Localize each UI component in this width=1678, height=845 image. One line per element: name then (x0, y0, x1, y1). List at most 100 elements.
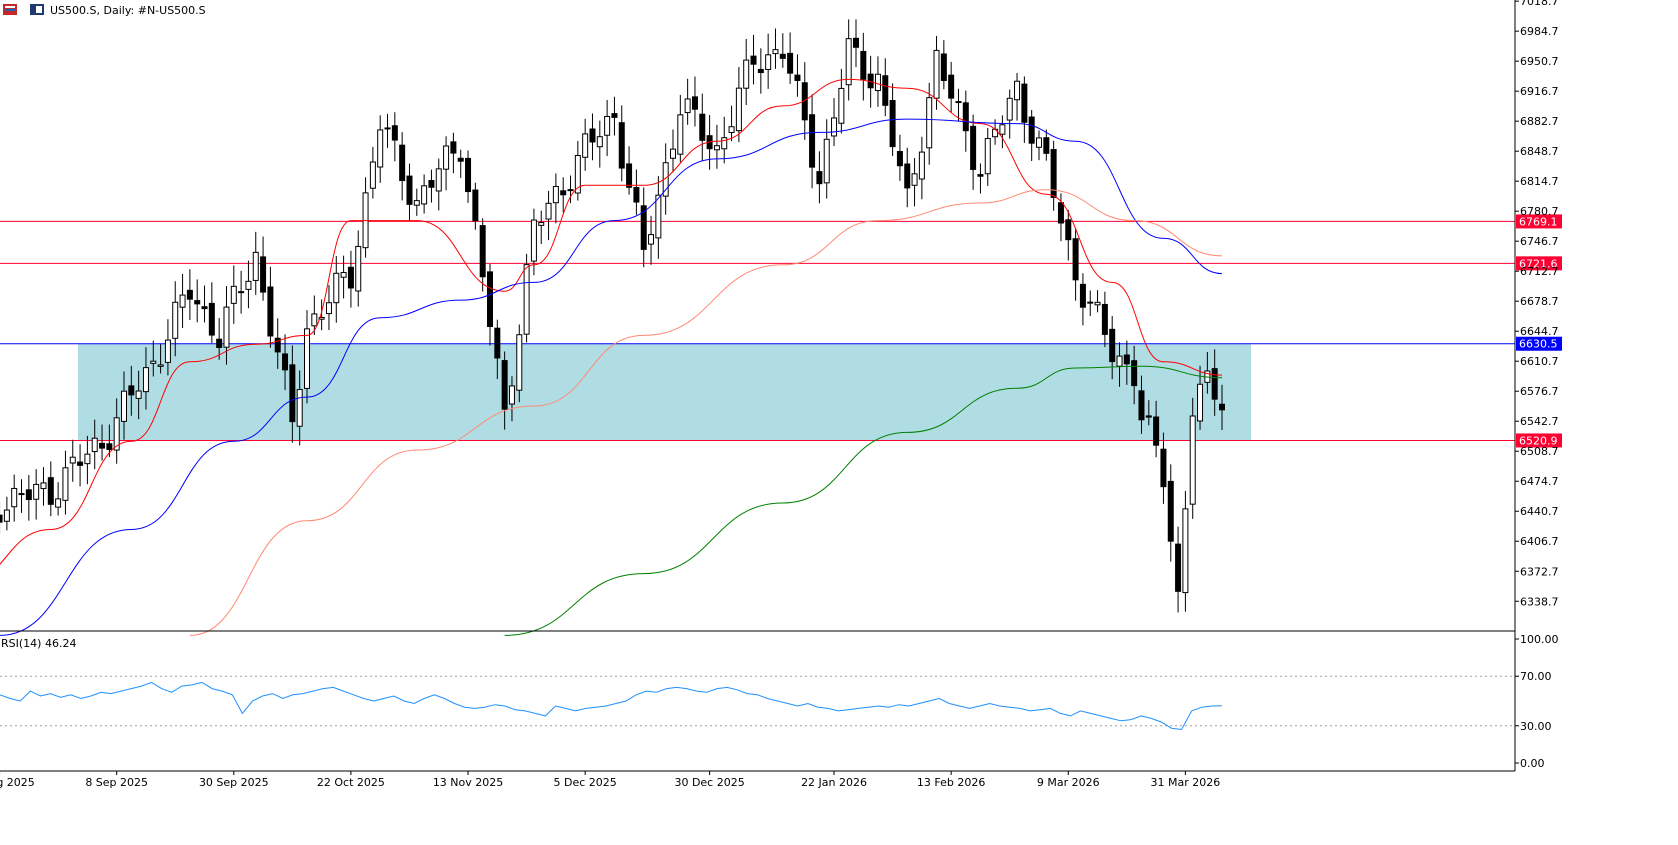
candle (735, 67, 742, 143)
candle-body-down (955, 101, 962, 104)
candle (831, 98, 838, 147)
candle-body-up (984, 138, 991, 175)
candle-body-down (428, 180, 435, 188)
candle (355, 230, 362, 307)
date-tick-label: 22 Oct 2025 (317, 776, 385, 789)
candle-body-up (333, 272, 340, 304)
candle (670, 129, 676, 173)
candle (1145, 400, 1152, 426)
candle (1006, 89, 1013, 139)
candle-body-up (530, 219, 537, 262)
support-zone (78, 343, 1251, 441)
candle-body-up (670, 148, 676, 159)
price-tick-label: 6712.7 (1520, 265, 1559, 278)
symbol-flag-icon-stripe (36, 6, 42, 13)
candle-body-up (435, 168, 442, 192)
candle (413, 188, 420, 216)
candle (1065, 209, 1072, 261)
candle-body-down (391, 125, 398, 141)
candle-body-down (501, 360, 508, 410)
candle (267, 266, 274, 348)
candle-body-up (1197, 383, 1204, 422)
candle (882, 58, 889, 117)
candle (655, 176, 662, 259)
candle-body-down (1219, 403, 1225, 411)
date-tick-label: 30 Dec 2025 (674, 776, 744, 789)
price-tick-label: 6372.7 (1520, 565, 1559, 578)
candle-body-up (677, 114, 684, 155)
candle-body-down (970, 125, 977, 170)
candle (0, 502, 3, 534)
candle (574, 140, 581, 201)
candle (691, 76, 698, 127)
chart-window-icon[interactable] (3, 4, 17, 15)
candle-body-down (457, 157, 464, 162)
candle (494, 319, 501, 380)
candle-body-up (164, 339, 171, 363)
date-tick-label: 22 Jan 2026 (801, 776, 867, 789)
candle-body-up (33, 483, 40, 500)
candle (596, 120, 603, 168)
candle (523, 253, 530, 343)
candle (1050, 140, 1057, 211)
candle (1123, 340, 1130, 385)
candle (47, 461, 54, 517)
candle (1072, 228, 1079, 301)
price-tick-label: 6508.7 (1520, 445, 1559, 458)
candle-body-up (1006, 97, 1013, 121)
candle-body-up (304, 328, 310, 389)
candle-body-up (596, 136, 603, 148)
candle-body-down (487, 271, 493, 327)
candle-body-down (465, 157, 472, 193)
candle (1109, 316, 1116, 380)
candle-body-up (552, 185, 559, 204)
candle-body-up (443, 145, 450, 170)
candle-body-up (318, 317, 325, 320)
candle-body-up (823, 138, 830, 184)
candle (84, 435, 91, 485)
candle-body-down (1211, 368, 1218, 400)
candle (1138, 375, 1145, 434)
candle-body-down (1087, 301, 1094, 304)
symbol-flag-icon (30, 4, 44, 15)
candle (1153, 400, 1160, 458)
candle-body-down (904, 163, 911, 189)
candle (940, 40, 947, 90)
candle (728, 105, 735, 142)
price-tick-label: 6338.7 (1520, 595, 1559, 608)
rsi-plot (0, 675, 1515, 731)
candle-body-up (538, 222, 545, 226)
candle-body-up (3, 509, 10, 522)
candle (904, 147, 911, 208)
candle (1182, 490, 1189, 612)
candle (384, 113, 391, 148)
price-tick-label: 6576.7 (1520, 385, 1559, 398)
candle (1079, 273, 1086, 326)
candle (713, 124, 720, 169)
candle-body-down (106, 443, 113, 450)
candle (1211, 349, 1218, 416)
candle-body-down (633, 187, 640, 203)
candle-body-down (860, 50, 867, 80)
candle-body-up (179, 294, 186, 308)
candle-body-up (230, 285, 237, 304)
candle-body-up (545, 202, 552, 220)
candle (245, 260, 252, 309)
candle-body-up (1116, 355, 1123, 367)
candle (289, 345, 296, 443)
candle (999, 115, 1006, 149)
candle-body-down (128, 385, 135, 396)
candle (142, 347, 149, 410)
candle-body-down (406, 175, 413, 205)
level-badge-label: 6769.1 (1519, 215, 1558, 228)
candle-body-down (618, 122, 625, 169)
candle-body-down (1131, 360, 1138, 387)
symbol-title: US500.S, Daily: #N-US500.S (50, 4, 206, 17)
candle-body-up (911, 173, 918, 186)
date-tick-label: 5 Dec 2025 (554, 776, 617, 789)
candle (399, 132, 406, 201)
candle (684, 78, 691, 125)
candle-body-up (838, 87, 845, 124)
level-badge-label: 6630.5 (1519, 338, 1558, 351)
candle-body-down (1109, 328, 1116, 363)
